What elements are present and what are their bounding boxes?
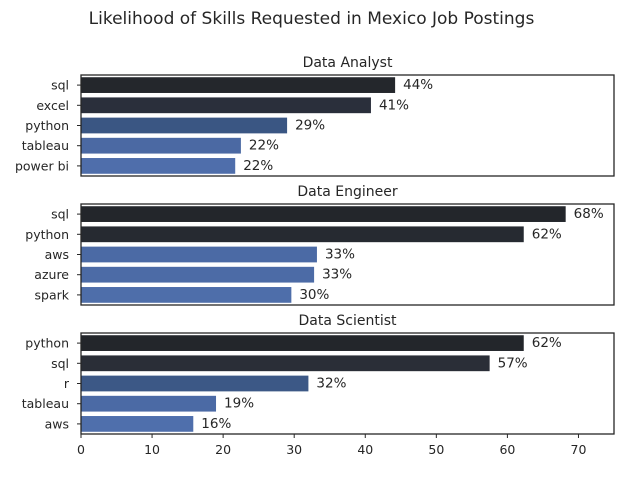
panel-frame-data-engineer: [80, 203, 615, 306]
data-label-data-analyst-python: 29%: [295, 118, 325, 134]
ytick-label-data-scientist-python: python: [25, 336, 69, 351]
bar-data-engineer-azure: [81, 266, 315, 283]
data-label-data-engineer-python: 62%: [532, 226, 562, 242]
panel-title-data-analyst: Data Analyst: [303, 55, 393, 71]
ytick-label-data-analyst-python: python: [25, 118, 69, 133]
data-label-data-scientist-python: 62%: [532, 335, 562, 351]
data-label-data-engineer-aws: 33%: [325, 247, 355, 263]
data-label-data-engineer-azure: 33%: [322, 267, 352, 283]
bar-data-engineer-python: [81, 226, 524, 243]
data-label-data-analyst-power-bi: 22%: [243, 158, 273, 174]
bar-data-engineer-aws: [81, 246, 317, 263]
ytick-label-data-scientist-sql: sql: [51, 356, 69, 371]
data-label-data-engineer-spark: 30%: [299, 287, 329, 303]
ytick-label-data-analyst-tableau: tableau: [22, 138, 69, 153]
bar-data-engineer-sql: [81, 206, 566, 222]
bar-data-analyst-tableau: [81, 137, 241, 154]
bar-data-analyst-sql: [81, 77, 396, 93]
data-label-data-analyst-tableau: 22%: [249, 138, 279, 154]
data-label-data-scientist-r: 32%: [316, 376, 346, 392]
xtick-label-70: 70: [571, 442, 587, 457]
ytick-label-data-engineer-aws: aws: [45, 247, 69, 262]
bar-data-analyst-python: [81, 117, 288, 134]
data-label-data-scientist-aws: 16%: [201, 416, 231, 432]
ytick-label-data-engineer-spark: spark: [35, 287, 70, 302]
ytick-label-data-analyst-excel: excel: [36, 98, 69, 113]
ytick-label-data-engineer-python: python: [25, 227, 69, 242]
xtick-label-50: 50: [428, 442, 444, 457]
xtick-label-20: 20: [215, 442, 231, 457]
bar-data-scientist-tableau: [81, 395, 217, 412]
panel-frame-data-analyst: [80, 74, 615, 177]
xtick-label-10: 10: [144, 442, 160, 457]
data-label-data-analyst-sql: 44%: [403, 77, 433, 93]
bar-data-scientist-aws: [81, 416, 194, 432]
ytick-label-data-scientist-tableau: tableau: [22, 396, 69, 411]
data-label-data-scientist-sql: 57%: [498, 355, 528, 371]
data-label-data-scientist-tableau: 19%: [224, 396, 254, 412]
panel-title-data-scientist: Data Scientist: [299, 313, 398, 329]
bar-data-analyst-excel: [81, 97, 371, 114]
xtick-label-40: 40: [357, 442, 373, 457]
xtick-label-0: 0: [77, 442, 85, 457]
ytick-label-data-engineer-sql: sql: [51, 207, 69, 222]
bar-data-scientist-python: [81, 335, 524, 351]
bar-data-scientist-sql: [81, 355, 490, 372]
ytick-label-data-scientist-r: r: [64, 376, 70, 391]
xtick-label-30: 30: [286, 442, 302, 457]
ytick-label-data-engineer-azure: azure: [34, 267, 69, 282]
bar-data-scientist-r: [81, 375, 309, 392]
bar-data-analyst-power-bi: [81, 158, 236, 174]
panel-title-data-engineer: Data Engineer: [297, 184, 397, 200]
data-label-data-analyst-excel: 41%: [379, 97, 409, 113]
data-label-data-engineer-sql: 68%: [574, 206, 604, 222]
bar-data-engineer-spark: [81, 287, 292, 303]
panel-frame-data-scientist: [80, 332, 615, 435]
ytick-label-data-scientist-aws: aws: [45, 416, 69, 431]
ytick-label-data-analyst-sql: sql: [51, 78, 69, 93]
xtick-label-60: 60: [499, 442, 515, 457]
chart-title: Likelihood of Skills Requested in Mexico…: [89, 9, 535, 29]
ytick-label-data-analyst-power-bi: power bi: [15, 158, 69, 173]
